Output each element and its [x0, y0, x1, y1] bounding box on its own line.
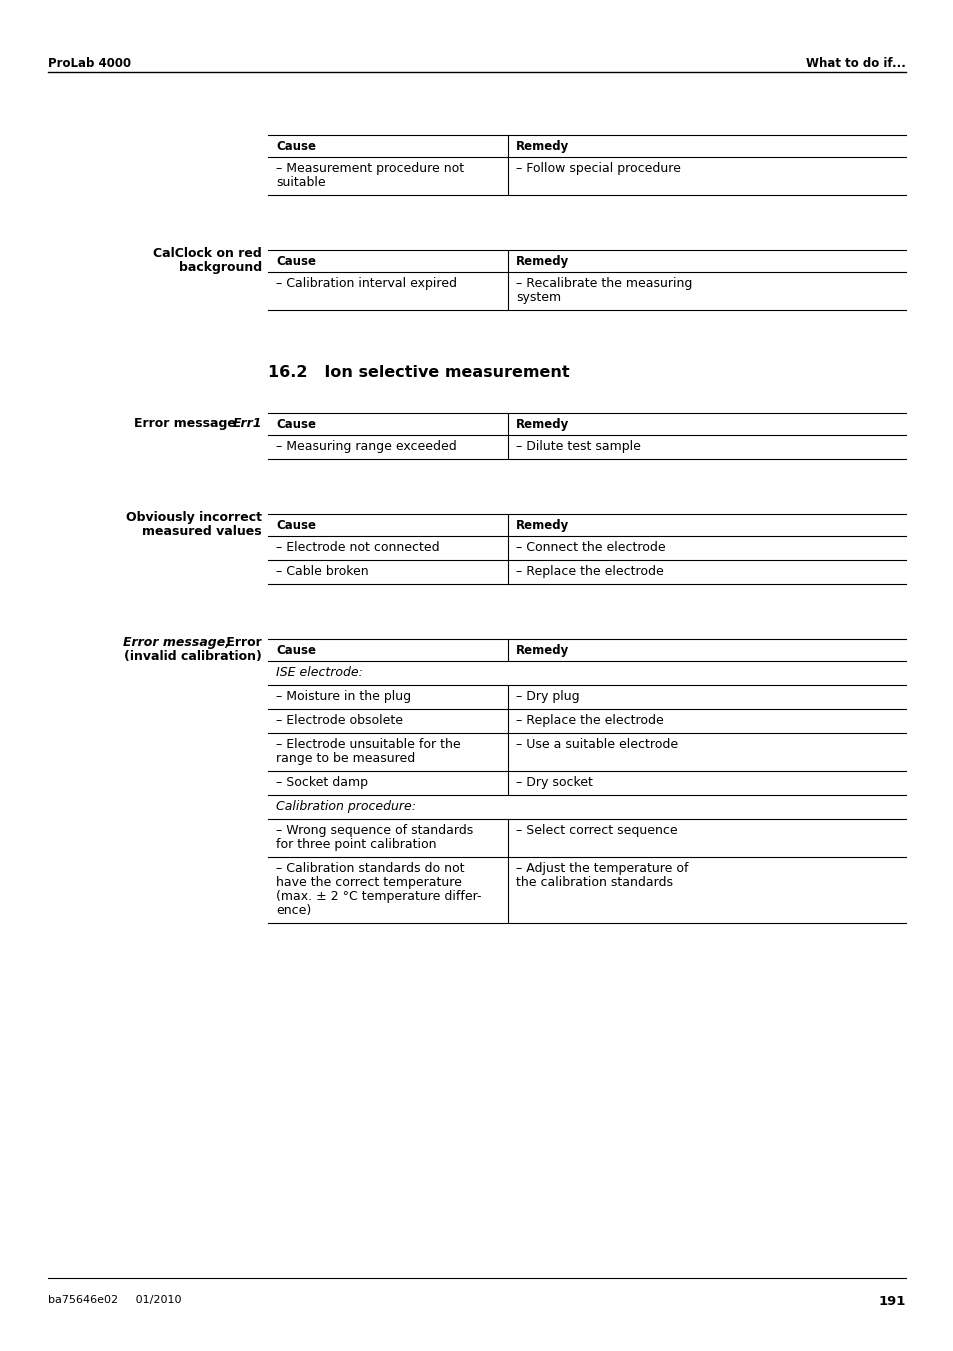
Text: – Connect the electrode: – Connect the electrode — [516, 540, 665, 554]
Text: – Electrode obsolete: – Electrode obsolete — [275, 713, 402, 727]
Text: the calibration standards: the calibration standards — [516, 875, 672, 889]
Text: Calibration procedure:: Calibration procedure: — [275, 800, 416, 813]
Text: ence): ence) — [275, 904, 311, 917]
Text: – Dry plug: – Dry plug — [516, 690, 579, 703]
Text: Remedy: Remedy — [516, 255, 569, 267]
Text: 191: 191 — [878, 1296, 905, 1308]
Text: measured values: measured values — [142, 526, 262, 538]
Text: – Socket damp: – Socket damp — [275, 775, 368, 789]
Text: system: system — [516, 290, 560, 304]
Text: range to be measured: range to be measured — [275, 753, 415, 765]
Text: have the correct temperature: have the correct temperature — [275, 875, 461, 889]
Text: – Calibration interval expired: – Calibration interval expired — [275, 277, 456, 290]
Text: (invalid calibration): (invalid calibration) — [124, 650, 262, 663]
Text: – Wrong sequence of standards: – Wrong sequence of standards — [275, 824, 473, 838]
Text: Error message: Error message — [133, 417, 240, 430]
Text: Error message,: Error message, — [123, 636, 230, 648]
Text: ProLab 4000: ProLab 4000 — [48, 57, 131, 70]
Text: Err1: Err1 — [233, 417, 262, 430]
Text: Cause: Cause — [275, 141, 315, 153]
Text: What to do if...: What to do if... — [805, 57, 905, 70]
Text: – Follow special procedure: – Follow special procedure — [516, 162, 680, 176]
Text: – Replace the electrode: – Replace the electrode — [516, 565, 663, 578]
Text: Cause: Cause — [275, 417, 315, 431]
Text: Cause: Cause — [275, 644, 315, 657]
Text: (max. ± 2 °C temperature differ-: (max. ± 2 °C temperature differ- — [275, 890, 481, 902]
Text: ba75646e02     01/2010: ba75646e02 01/2010 — [48, 1296, 181, 1305]
Text: Remedy: Remedy — [516, 417, 569, 431]
Text: – Measuring range exceeded: – Measuring range exceeded — [275, 440, 456, 453]
Text: Cause: Cause — [275, 255, 315, 267]
Text: Obviously incorrect: Obviously incorrect — [126, 511, 262, 524]
Text: Remedy: Remedy — [516, 141, 569, 153]
Text: – Replace the electrode: – Replace the electrode — [516, 713, 663, 727]
Text: Cause: Cause — [275, 519, 315, 532]
Text: 16.2   Ion selective measurement: 16.2 Ion selective measurement — [268, 365, 569, 380]
Text: – Recalibrate the measuring: – Recalibrate the measuring — [516, 277, 692, 290]
Text: – Electrode not connected: – Electrode not connected — [275, 540, 439, 554]
Text: for three point calibration: for three point calibration — [275, 838, 436, 851]
Text: background: background — [178, 261, 262, 274]
Text: – Adjust the temperature of: – Adjust the temperature of — [516, 862, 688, 875]
Text: Error: Error — [222, 636, 262, 648]
Text: – Select correct sequence: – Select correct sequence — [516, 824, 677, 838]
Text: Remedy: Remedy — [516, 644, 569, 657]
Text: suitable: suitable — [275, 176, 325, 189]
Text: ISE electrode:: ISE electrode: — [275, 666, 362, 680]
Text: – Electrode unsuitable for the: – Electrode unsuitable for the — [275, 738, 460, 751]
Text: – Moisture in the plug: – Moisture in the plug — [275, 690, 411, 703]
Text: – Dilute test sample: – Dilute test sample — [516, 440, 640, 453]
Text: Remedy: Remedy — [516, 519, 569, 532]
Text: – Use a suitable electrode: – Use a suitable electrode — [516, 738, 678, 751]
Text: – Dry socket: – Dry socket — [516, 775, 592, 789]
Text: – Measurement procedure not: – Measurement procedure not — [275, 162, 464, 176]
Text: CalClock on red: CalClock on red — [153, 247, 262, 259]
Text: – Calibration standards do not: – Calibration standards do not — [275, 862, 464, 875]
Text: – Cable broken: – Cable broken — [275, 565, 368, 578]
